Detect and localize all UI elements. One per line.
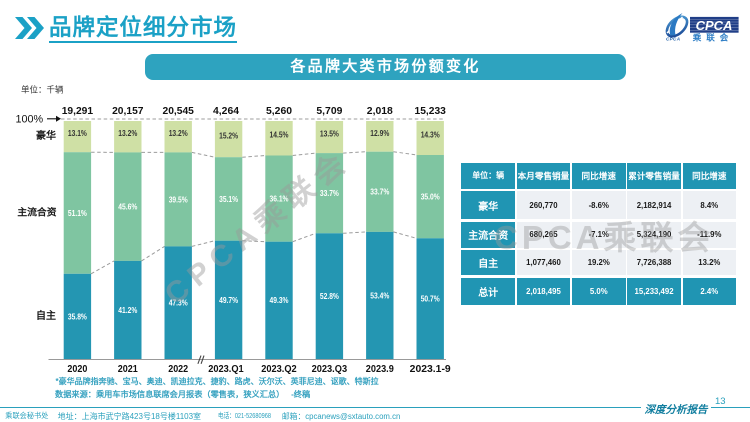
- svg-text:53.4%: 53.4%: [370, 291, 390, 300]
- svg-text:49.3%: 49.3%: [270, 296, 290, 305]
- svg-text:33.7%: 33.7%: [370, 188, 390, 197]
- svg-text:2023.Q2: 2023.Q2: [261, 364, 297, 375]
- svg-text:39.5%: 39.5%: [169, 195, 189, 204]
- svg-text:13.2%: 13.2%: [118, 129, 138, 138]
- svg-text:36.1%: 36.1%: [270, 195, 290, 204]
- svg-text:2,018: 2,018: [367, 105, 393, 117]
- svg-text:主流合资: 主流合资: [17, 205, 56, 218]
- svg-text:CPCA: CPCA: [666, 37, 680, 42]
- svg-text:乘联会: 乘联会: [692, 32, 734, 42]
- svg-text:47.3%: 47.3%: [169, 299, 189, 308]
- svg-text:2023.9: 2023.9: [366, 364, 394, 375]
- svg-text:12.9%: 12.9%: [370, 129, 390, 138]
- svg-text:4,264: 4,264: [213, 105, 239, 117]
- svg-text:100%: 100%: [16, 113, 44, 125]
- svg-text:2021: 2021: [118, 364, 138, 375]
- svg-text:50.7%: 50.7%: [421, 295, 441, 304]
- svg-text:20,157: 20,157: [112, 105, 144, 117]
- svg-text:35.0%: 35.0%: [421, 193, 441, 202]
- svg-text:2023.Q3: 2023.Q3: [312, 364, 348, 375]
- svg-text:5,260: 5,260: [266, 105, 292, 117]
- svg-text:14.5%: 14.5%: [270, 131, 290, 140]
- svg-text:豪华: 豪华: [36, 129, 56, 142]
- svg-text:单位：千辆: 单位：千辆: [21, 85, 64, 95]
- svg-text:52.8%: 52.8%: [320, 292, 340, 301]
- svg-text:2023.Q1: 2023.Q1: [208, 364, 244, 375]
- svg-text:20,545: 20,545: [163, 105, 195, 117]
- svg-text:35.8%: 35.8%: [68, 312, 88, 321]
- svg-text:CPCA: CPCA: [696, 18, 733, 33]
- svg-text:5,709: 5,709: [316, 105, 342, 117]
- svg-text:14.3%: 14.3%: [421, 130, 441, 139]
- svg-text:33.7%: 33.7%: [320, 189, 340, 198]
- svg-text:2020: 2020: [67, 364, 87, 375]
- svg-text:13.5%: 13.5%: [320, 130, 340, 139]
- svg-text:35.1%: 35.1%: [219, 195, 239, 204]
- svg-text:49.7%: 49.7%: [219, 296, 239, 305]
- svg-text:41.2%: 41.2%: [118, 306, 138, 315]
- svg-text:15,233: 15,233: [415, 105, 447, 117]
- svg-text:45.6%: 45.6%: [118, 203, 138, 212]
- svg-text:51.1%: 51.1%: [68, 209, 88, 218]
- svg-text:2022: 2022: [168, 364, 188, 375]
- svg-text:2023.1-9: 2023.1-9: [410, 364, 451, 375]
- svg-text:13.1%: 13.1%: [68, 129, 88, 138]
- svg-text:自主: 自主: [36, 309, 56, 322]
- svg-text:19,291: 19,291: [62, 105, 94, 117]
- svg-text:15.2%: 15.2%: [219, 132, 239, 141]
- svg-text:13.2%: 13.2%: [169, 129, 189, 138]
